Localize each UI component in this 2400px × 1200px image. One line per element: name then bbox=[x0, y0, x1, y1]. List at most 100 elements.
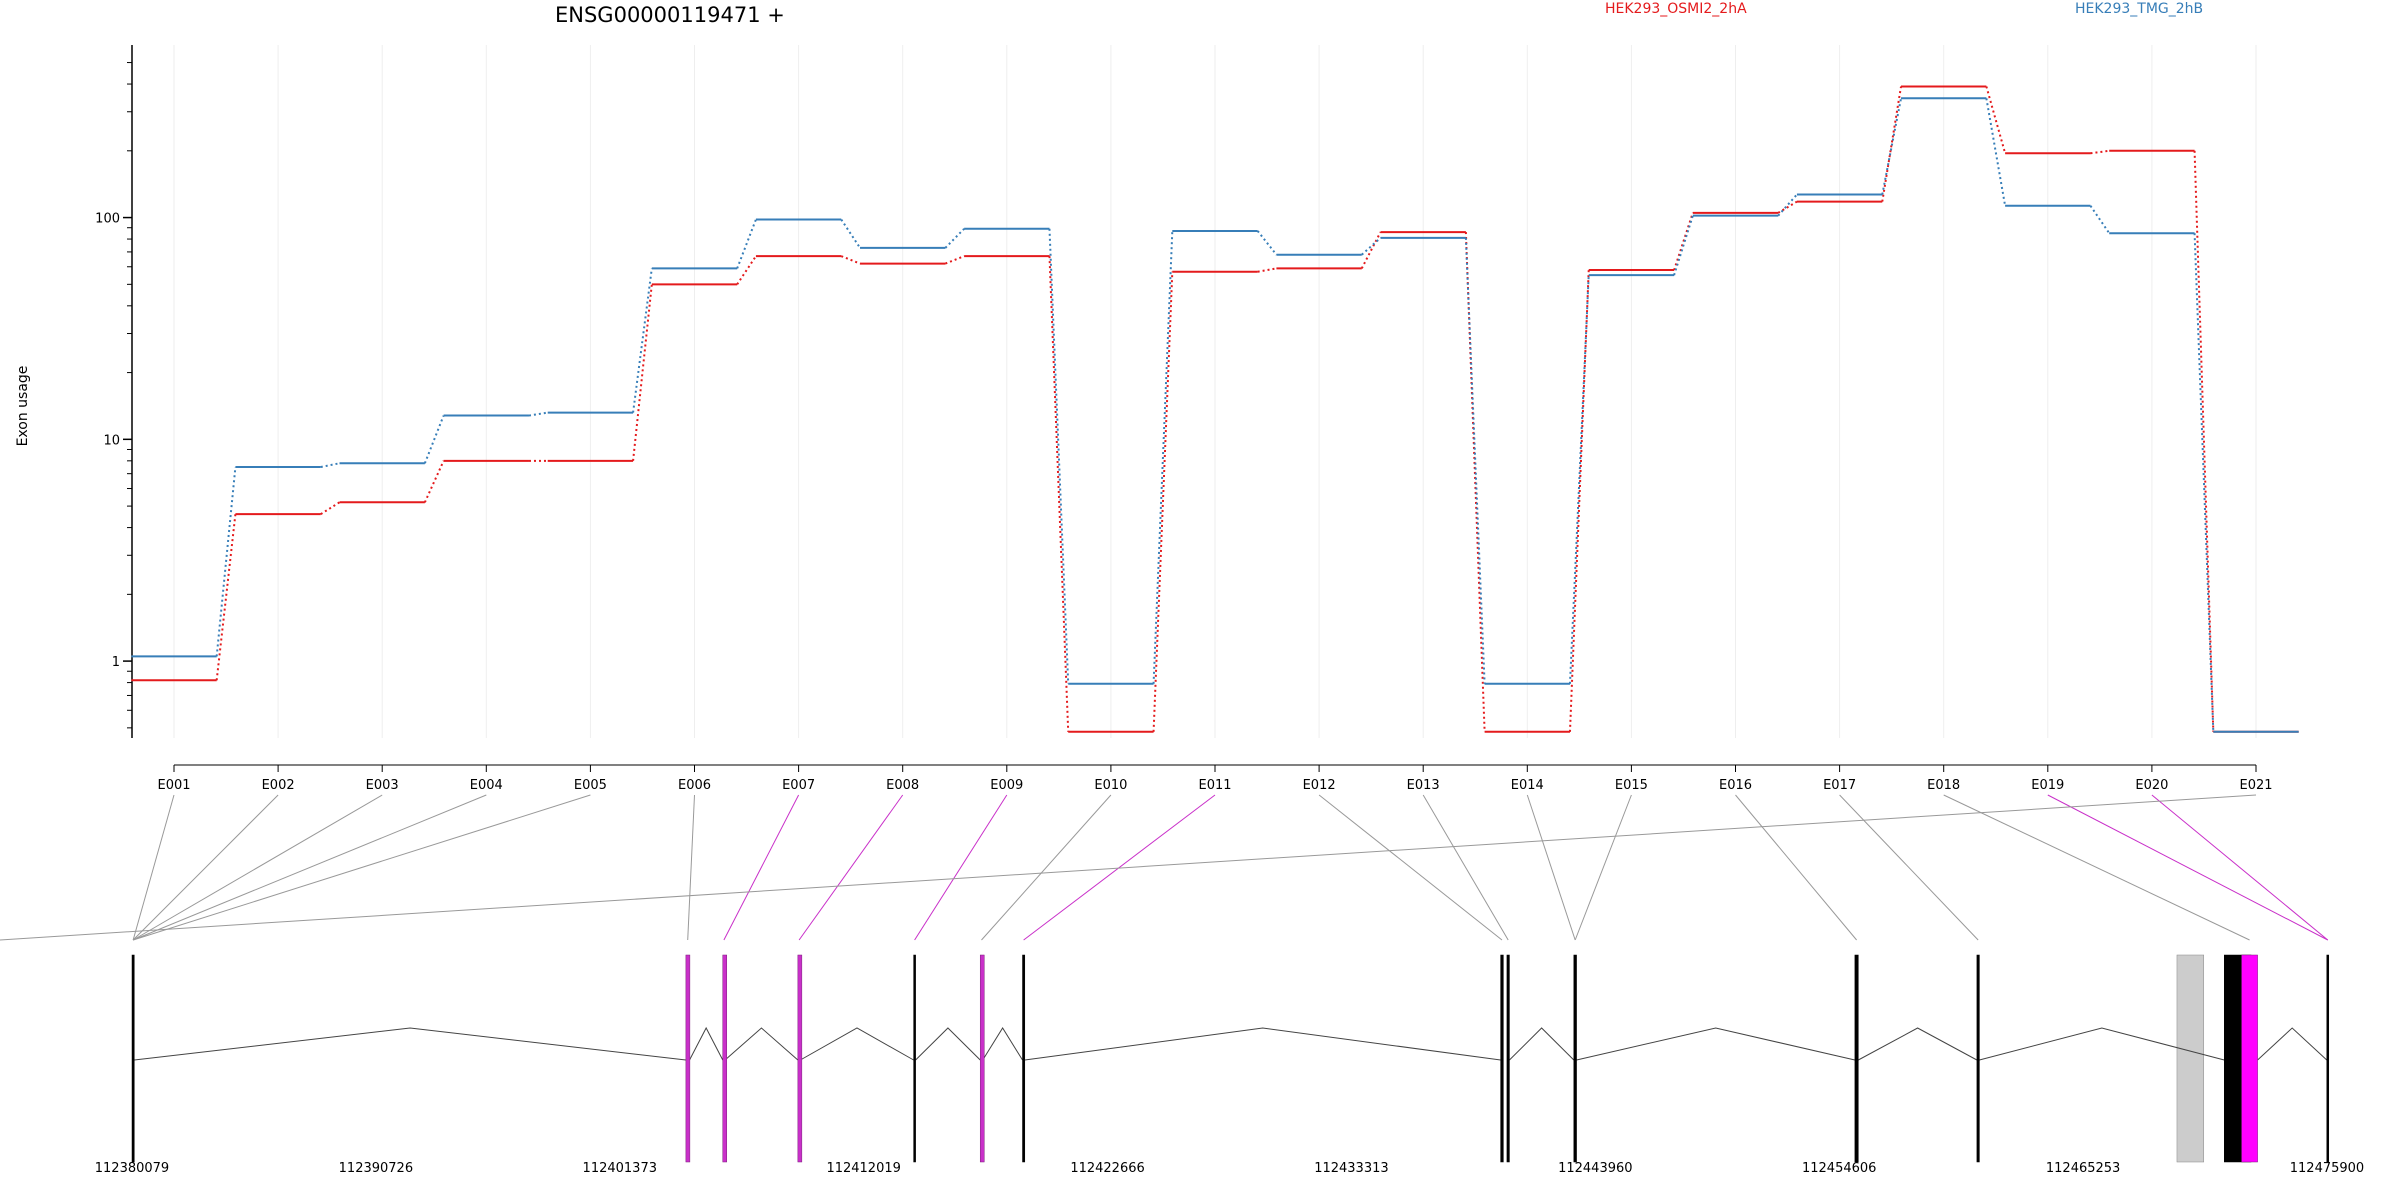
coord-label-7: 112454606 bbox=[1802, 1161, 1876, 1176]
gene-model bbox=[131, 954, 2330, 1163]
gene-exon-5 bbox=[979, 954, 985, 1163]
series-1-connector-19 bbox=[2193, 233, 2215, 732]
x-axis: E001 E002 E003 E004 E005 E006 E007 E008 E009 E010… bbox=[157, 764, 2273, 793]
x-tick-label-E021: E021 bbox=[2239, 778, 2272, 793]
series-1-connector-0 bbox=[215, 466, 237, 657]
y-tick-label-1: 1 bbox=[112, 655, 120, 670]
y-axis: 1 10 100 bbox=[95, 45, 133, 738]
exon-link-E014 bbox=[1526, 794, 1576, 941]
series-0-connector-1 bbox=[320, 501, 341, 515]
exon-link-E002 bbox=[132, 794, 279, 941]
intron-2 bbox=[724, 1027, 799, 1061]
legend-tmg: HEK293_TMG_2hB bbox=[2075, 1, 2203, 17]
x-tick-label-E018: E018 bbox=[1927, 778, 1960, 793]
exon-link-E006 bbox=[687, 794, 695, 941]
x-tick-label-E007: E007 bbox=[782, 778, 815, 793]
gene-exon-2 bbox=[722, 954, 728, 1163]
coord-label-6: 112443960 bbox=[1558, 1161, 1632, 1176]
series-0-connector-17 bbox=[1985, 86, 2007, 154]
series-1-connector-10 bbox=[1256, 230, 1278, 256]
coord-label-2: 112401373 bbox=[583, 1161, 657, 1176]
coord-label-3: 112412019 bbox=[826, 1161, 900, 1176]
gene-exon-0 bbox=[131, 954, 135, 1163]
series-1-connector-12 bbox=[1464, 237, 1486, 684]
exon-link-E020 bbox=[2151, 794, 2329, 941]
gene-exon-7 bbox=[1500, 954, 1504, 1163]
exon-link-E011 bbox=[1023, 794, 1216, 941]
gene-exon-3 bbox=[797, 954, 803, 1163]
x-tick-label-E011: E011 bbox=[1198, 778, 1231, 793]
series-0-connector-5 bbox=[736, 255, 757, 285]
intron-10 bbox=[1858, 1027, 1978, 1061]
series-0-connector-9 bbox=[1152, 271, 1174, 732]
series-1-connector-14 bbox=[1673, 215, 1694, 276]
exon-link-E017 bbox=[1839, 794, 1979, 941]
series-1-connector-16 bbox=[1881, 98, 1903, 195]
grid-lines bbox=[173, 45, 2257, 738]
series-1-connector-6 bbox=[840, 218, 861, 249]
gene-exon-10 bbox=[1854, 954, 1859, 1163]
intron-3 bbox=[800, 1027, 914, 1061]
coord-label-0: 112380079 bbox=[95, 1161, 169, 1176]
gene-exon-4 bbox=[913, 954, 916, 1163]
series-HEK293_TMG_2hB bbox=[131, 97, 2299, 733]
x-tick-label-E006: E006 bbox=[678, 778, 711, 793]
intron-5 bbox=[982, 1027, 1023, 1061]
x-tick-label-E009: E009 bbox=[990, 778, 1023, 793]
genomic-coordinates: 112380079 112390726 112401373 112412019 1124… bbox=[95, 1161, 2364, 1176]
x-tick-label-E015: E015 bbox=[1615, 778, 1648, 793]
intron-13 bbox=[2257, 1027, 2328, 1061]
series-1-connector-4 bbox=[632, 268, 653, 413]
series-1-connector-15 bbox=[1777, 193, 1798, 217]
x-tick-label-E003: E003 bbox=[366, 778, 399, 793]
series-0-connector-8 bbox=[1048, 256, 1070, 732]
legend-osmi2: HEK293_OSMI2_2hA bbox=[1605, 1, 1747, 17]
x-tick-label-E005: E005 bbox=[574, 778, 607, 793]
gene-exon-14 bbox=[2326, 954, 2330, 1163]
exon-links bbox=[0, 794, 2329, 941]
gene-exon-13 bbox=[2241, 954, 2258, 1163]
grey-exon-block-0 bbox=[2176, 954, 2205, 1163]
exon-link-E012 bbox=[1318, 794, 1503, 941]
exon-link-E003 bbox=[132, 794, 383, 941]
x-tick-label-E014: E014 bbox=[1511, 778, 1544, 793]
series-1-connector-13 bbox=[1568, 275, 1590, 684]
series-0-connector-11 bbox=[1360, 231, 1382, 269]
gene-exon-6 bbox=[1022, 954, 1026, 1163]
gene-exon-8 bbox=[1506, 954, 1510, 1163]
x-tick-label-E004: E004 bbox=[470, 778, 503, 793]
exon-link-E004 bbox=[132, 794, 487, 941]
x-tick-label-E002: E002 bbox=[262, 778, 295, 793]
coord-label-1: 112390726 bbox=[339, 1161, 413, 1176]
series-0-connector-18 bbox=[2090, 149, 2110, 155]
intron-6 bbox=[1024, 1027, 1501, 1061]
series-HEK293_OSMI2_2hA bbox=[131, 85, 2299, 733]
series-1-connector-5 bbox=[736, 219, 757, 269]
series-0-connector-15 bbox=[1777, 200, 1798, 214]
exon-link-E021 bbox=[0, 794, 2257, 941]
exon-link-E019 bbox=[2047, 794, 2329, 941]
series-0-connector-12 bbox=[1464, 232, 1486, 732]
series-1-connector-8 bbox=[1048, 228, 1070, 684]
gene-exon-9 bbox=[1573, 954, 1577, 1163]
series-layer bbox=[131, 85, 2299, 733]
series-0-connector-19 bbox=[2193, 150, 2215, 732]
coord-label-5: 112433313 bbox=[1314, 1161, 1388, 1176]
intron-9 bbox=[1576, 1027, 1855, 1061]
intron-4 bbox=[915, 1027, 981, 1061]
intron-0 bbox=[134, 1027, 686, 1061]
x-tick-label-E017: E017 bbox=[1823, 778, 1856, 793]
intron-8 bbox=[1509, 1027, 1575, 1061]
coord-label-9: 112475900 bbox=[2290, 1161, 2364, 1176]
gene-exon-11 bbox=[1976, 954, 1980, 1163]
exon-link-E018 bbox=[1943, 794, 2250, 941]
x-tick-label-E019: E019 bbox=[2031, 778, 2064, 793]
series-1-connector-2 bbox=[423, 415, 445, 464]
series-1-connector-7 bbox=[944, 228, 965, 249]
exon-link-E001 bbox=[132, 794, 175, 941]
x-tick-label-E008: E008 bbox=[886, 778, 919, 793]
series-1-connector-3 bbox=[528, 411, 548, 417]
intron-1 bbox=[689, 1026, 724, 1061]
series-0-connector-2 bbox=[423, 460, 445, 503]
